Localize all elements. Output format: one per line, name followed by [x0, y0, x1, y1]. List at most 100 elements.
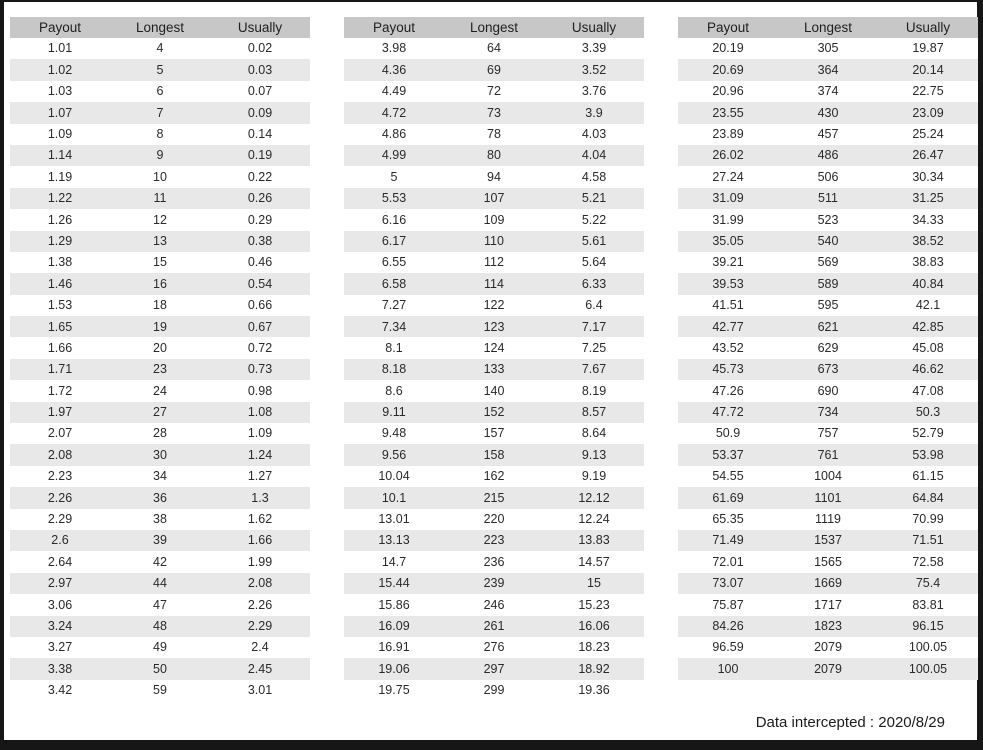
- table-cell: 523: [817, 212, 839, 227]
- table-cell: 1.08: [247, 405, 273, 420]
- table-cell: 8.64: [581, 426, 607, 441]
- table-cell: 6.16: [381, 212, 407, 227]
- table-cell: 1.62: [247, 512, 273, 527]
- table-cell: 2.4: [251, 640, 269, 655]
- table-cell: 162: [483, 469, 505, 484]
- table-cell: 0.54: [247, 276, 273, 291]
- table-cell: 34: [153, 469, 167, 484]
- table-cell: 3.39: [581, 41, 607, 56]
- table-row: 13.13 223 13.83: [344, 529, 644, 552]
- table-cell: 1101: [814, 490, 842, 505]
- table-row: 19.06 297 18.92: [344, 658, 644, 680]
- table-cell: 11: [153, 191, 167, 206]
- table-cell: 64.84: [912, 490, 944, 505]
- table-cell: 15: [587, 576, 601, 591]
- table-cell: 9.19: [581, 469, 607, 484]
- table-cell: 757: [817, 426, 839, 441]
- table-row: 16.91 276 18.23: [344, 636, 644, 659]
- table-row: 2.08 30 1.24: [10, 444, 310, 466]
- table-row: 3.42 59 3.01: [10, 679, 310, 702]
- table-cell: 4.58: [581, 169, 607, 184]
- table-cell: 569: [817, 255, 839, 270]
- table-cell: 1.72: [47, 383, 73, 398]
- table-row: 6.58 114 6.33: [344, 273, 644, 295]
- table-row: 1.03 6 0.07: [10, 80, 310, 103]
- table-cell: 8.57: [581, 405, 607, 420]
- table-cell: 27.24: [712, 169, 744, 184]
- table-cell: 2079: [814, 661, 842, 676]
- table-cell: 114: [484, 276, 504, 291]
- table-cell: 112: [484, 255, 504, 270]
- table-cell: 761: [817, 447, 839, 462]
- table-cell: 0.22: [247, 169, 273, 184]
- table-cell: 35.05: [712, 233, 744, 248]
- table-row: 1.38 15 0.46: [10, 251, 310, 274]
- table-row: 3.24 48 2.29: [10, 615, 310, 637]
- table-cell: 734: [817, 405, 839, 420]
- table-cell: 0.19: [247, 148, 273, 163]
- table-cell: 7.67: [581, 362, 607, 377]
- table-cell: 1.07: [47, 105, 73, 120]
- table-row: 4.36 69 3.52: [344, 59, 644, 81]
- table-header-row: Payout Longest Usually: [678, 17, 978, 38]
- table-cell: 26.47: [912, 148, 944, 163]
- payout-table-2: Payout Longest Usually 3.98 64 3.39 4.36 69 3…: [344, 17, 644, 702]
- table-cell: 52.79: [912, 426, 944, 441]
- table-row: 1.14 9 0.19: [10, 144, 310, 167]
- table-body: 3.98 64 3.39 4.36 69 3.52 4.49 72 3.76 4.72 73 3.9 4…: [344, 38, 644, 702]
- table-cell: 84.26: [712, 618, 744, 633]
- table-cell: 47.72: [712, 405, 744, 420]
- table-cell: 28: [153, 426, 167, 441]
- table-cell: 1.01: [47, 41, 73, 56]
- table-cell: 3.01: [247, 683, 273, 698]
- table-cell: 1.66: [247, 533, 273, 548]
- table-cell: 2.64: [47, 554, 73, 569]
- table-cell: 12: [153, 212, 167, 227]
- table-cell: 19.87: [912, 41, 944, 56]
- table-row: 4.86 78 4.03: [344, 123, 644, 145]
- table-cell: 23: [153, 362, 167, 377]
- table-cell: 20.69: [712, 62, 744, 77]
- table-cell: 6.17: [381, 233, 407, 248]
- table-row: 1.22 11 0.26: [10, 187, 310, 210]
- table-cell: 38.83: [912, 255, 944, 270]
- table-cell: 1.53: [47, 298, 73, 313]
- table-cell: 7: [156, 105, 164, 120]
- table-cell: 1717: [814, 597, 842, 612]
- table-row: 45.73 673 46.62: [678, 358, 978, 381]
- table-cell: 59: [153, 683, 167, 698]
- table-cell: 6.33: [581, 276, 607, 291]
- table-row: 5 94 4.58: [344, 166, 644, 188]
- table-cell: 42.77: [712, 319, 744, 334]
- table-row: 16.09 261 16.06: [344, 615, 644, 637]
- table-cell: 47: [153, 597, 167, 612]
- table-cell: 457: [817, 127, 839, 141]
- table-cell: 2.29: [47, 512, 73, 527]
- table-cell: 4.49: [381, 84, 407, 99]
- table-cell: 19.75: [378, 683, 410, 698]
- table-row: 1.66 20 0.72: [10, 337, 310, 359]
- table-cell: 9.48: [381, 426, 407, 441]
- table-row: 1.97 27 1.08: [10, 401, 310, 424]
- table-cell: 69: [487, 62, 501, 77]
- table-cell: 61.69: [712, 490, 744, 505]
- table-cell: 6: [156, 84, 164, 99]
- table-row: 39.53 589 40.84: [678, 273, 978, 295]
- table-cell: 430: [817, 105, 839, 120]
- table-cell: 1.71: [47, 362, 73, 377]
- table-cell: 42.1: [915, 298, 941, 313]
- table-row: 4.99 80 4.04: [344, 144, 644, 167]
- table-cell: 3.38: [47, 661, 73, 676]
- table-cell: 5.21: [581, 191, 607, 206]
- table-cell: 23.89: [712, 127, 744, 141]
- table-cell: 8.6: [385, 383, 403, 398]
- table-row: 3.38 50 2.45: [10, 658, 310, 680]
- table-row: 73.07 1669 75.4: [678, 572, 978, 595]
- table-cell: 13.83: [578, 533, 610, 548]
- column-header-payout: Payout: [372, 19, 416, 35]
- table-cell: 629: [817, 340, 839, 355]
- table-row: 1.72 24 0.98: [10, 380, 310, 402]
- table-cell: 2.6: [51, 533, 69, 548]
- table-cell: 61.15: [912, 469, 944, 484]
- table-cell: 1.19: [47, 169, 73, 184]
